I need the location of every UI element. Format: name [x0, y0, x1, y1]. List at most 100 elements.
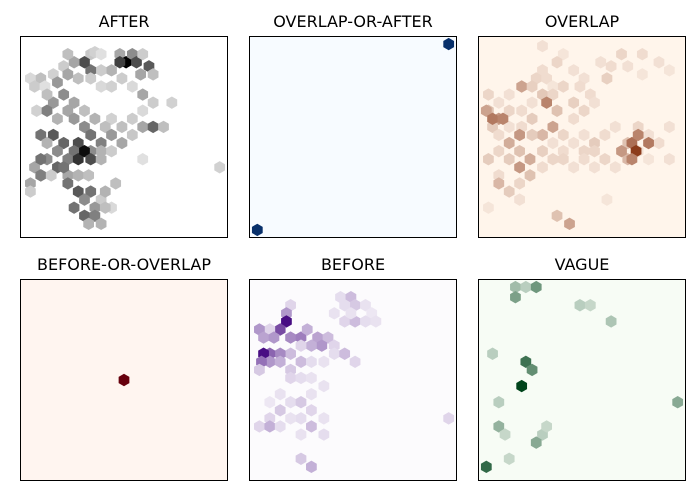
hex-cell: [499, 428, 511, 441]
hex-cell: [147, 68, 159, 81]
hex-cell: [599, 153, 611, 166]
hex-cell: [328, 339, 340, 352]
hex-cell: [643, 153, 654, 166]
hex-cell: [520, 280, 532, 294]
hex-cell: [95, 64, 107, 77]
hex-cell: [264, 396, 276, 409]
hex-cell: [605, 315, 617, 328]
hex-cell: [85, 185, 97, 198]
hex-cell: [574, 299, 586, 312]
panel-title: BEFORE: [321, 255, 385, 274]
hex-cell: [514, 177, 525, 190]
hex-cell: [35, 128, 47, 142]
hex-cell: [306, 371, 317, 385]
hex-cell: [72, 169, 84, 182]
panel-after: AFTER: [20, 12, 228, 238]
hex-cell: [503, 185, 515, 198]
hex-cell: [345, 307, 357, 320]
hex-cell: [131, 56, 142, 69]
hex-cell: [632, 128, 644, 142]
hex-cell: [68, 201, 80, 214]
hex-cell: [306, 460, 317, 474]
hex-cell: [480, 104, 492, 117]
hex-cell: [95, 136, 107, 150]
hex-cell: [85, 128, 97, 142]
hex-cell: [483, 88, 494, 101]
hex-cell: [483, 153, 494, 166]
hex-cell: [493, 96, 505, 109]
hex-cell: [264, 412, 276, 425]
hex-cell: [514, 161, 525, 174]
hex-cell: [526, 80, 538, 93]
hex-cell: [578, 128, 590, 142]
hex-cell: [295, 355, 307, 369]
panel-title: VAGUE: [555, 255, 610, 274]
hex-cell: [281, 315, 292, 328]
hex-cell: [295, 452, 307, 465]
hex-cell: [258, 331, 269, 344]
hex-cell: [254, 363, 265, 377]
hex-cell: [25, 185, 36, 198]
hex-cell: [632, 120, 644, 134]
hex-cell: [503, 104, 515, 117]
hex-cell: [541, 420, 553, 433]
hex-cell: [526, 96, 538, 109]
hex-cell: [574, 80, 586, 93]
hex-cell: [524, 169, 536, 182]
hex-cell: [79, 120, 90, 134]
hex-cell: [316, 339, 328, 352]
hex-cell: [68, 56, 80, 69]
hex-cell: [89, 201, 101, 214]
axes-frame: [20, 279, 228, 481]
hex-cell: [126, 80, 138, 93]
hex-cell: [114, 47, 126, 61]
hex-cell: [547, 120, 559, 134]
axes-frame: [20, 36, 228, 238]
hex-cell: [52, 144, 63, 158]
hex-cell: [601, 72, 613, 85]
hex-cell: [516, 104, 528, 117]
hex-cell: [616, 47, 627, 61]
hex-cell: [264, 420, 276, 433]
panel-title: OVERLAP: [545, 12, 620, 31]
hex-cell: [605, 60, 617, 73]
hex-cell: [537, 39, 548, 53]
hex-cell: [537, 161, 548, 174]
hex-cell: [137, 120, 149, 134]
hex-cell: [72, 185, 84, 198]
hex-cell: [106, 112, 117, 126]
hex-cell: [643, 128, 654, 142]
hex-cell: [89, 112, 101, 126]
hex-cell: [47, 96, 59, 109]
hex-cell: [25, 177, 36, 190]
hex-cell: [295, 396, 307, 409]
hex-cell: [118, 373, 130, 387]
hex-cell: [35, 169, 47, 182]
hex-cell: [62, 68, 74, 81]
hex-cell: [443, 412, 455, 425]
hex-cell: [547, 80, 559, 93]
hex-cell: [616, 144, 627, 158]
hex-cell: [62, 177, 74, 190]
hex-cell: [268, 331, 280, 344]
hex-cell: [306, 339, 317, 352]
axes-frame: [478, 36, 686, 238]
hex-cell: [274, 420, 286, 433]
hex-cell: [322, 331, 334, 344]
hex-cell: [58, 136, 70, 150]
hex-cell: [116, 120, 128, 134]
hex-cell: [295, 331, 307, 344]
hex-cell: [526, 112, 538, 126]
hex-cell: [443, 37, 455, 51]
hex-cell: [551, 209, 563, 222]
hex-cell: [166, 96, 178, 109]
hex-cell: [95, 153, 107, 166]
axes-frame: [249, 279, 457, 481]
hex-cell: [568, 64, 580, 77]
hex-cell: [106, 80, 117, 93]
hex-cell: [274, 323, 286, 336]
panel-vague: VAGUE: [478, 255, 686, 481]
hex-cell: [62, 47, 74, 61]
hex-cell: [85, 153, 97, 166]
